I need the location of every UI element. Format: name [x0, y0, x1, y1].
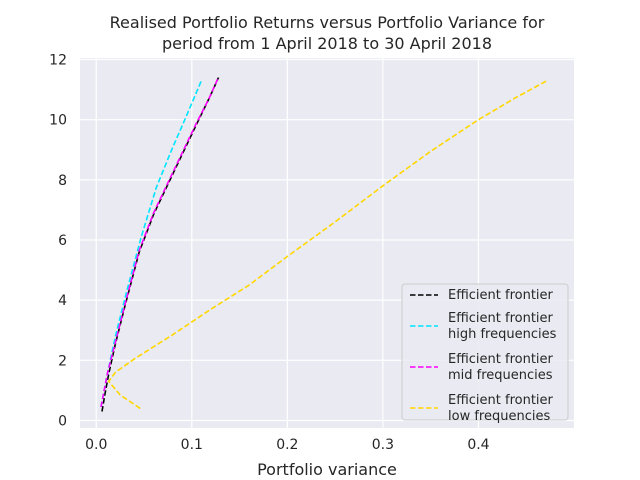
y-tick-label: 4 [58, 293, 67, 309]
legend: Efficient frontier Efficient frontier high… [401, 283, 569, 424]
y-axis-ticks: 0 2 4 6 8 10 12 [49, 53, 67, 430]
grid-lines [80, 58, 574, 428]
legend-label: Efficient frontier low frequencies [448, 393, 554, 424]
x-tick-label: 0.0 [85, 437, 107, 453]
x-axis-label: Portfolio variance [257, 460, 397, 479]
legend-label: Efficient frontier mid frequencies [448, 352, 554, 383]
y-tick-label: 6 [58, 233, 67, 249]
y-tick-label: 12 [49, 53, 67, 69]
y-tick-label: 2 [58, 353, 67, 369]
series-line-mid-frequencies [100, 78, 219, 408]
x-tick-label: 0.1 [181, 437, 203, 453]
legend-label: Efficient frontier [448, 288, 554, 303]
chart-title-line-1: Realised Portfolio Returns versus Portfo… [110, 13, 545, 32]
chart-title-line-2: period from 1 April 2018 to 30 April 201… [162, 34, 492, 53]
legend-box [401, 283, 569, 421]
x-tick-label: 0.3 [372, 437, 394, 453]
series-lines [100, 77, 548, 412]
x-tick-label: 0.2 [276, 437, 298, 453]
x-tick-label: 0.4 [467, 437, 489, 453]
legend-label: Efficient frontier high frequencies [448, 311, 557, 342]
series-line-low-frequencies [107, 79, 548, 410]
y-tick-label: 10 [49, 113, 67, 129]
y-tick-label: 8 [58, 173, 67, 189]
x-axis-ticks: 0.0 0.1 0.2 0.3 0.4 [85, 437, 490, 453]
y-tick-label: 0 [58, 413, 67, 429]
